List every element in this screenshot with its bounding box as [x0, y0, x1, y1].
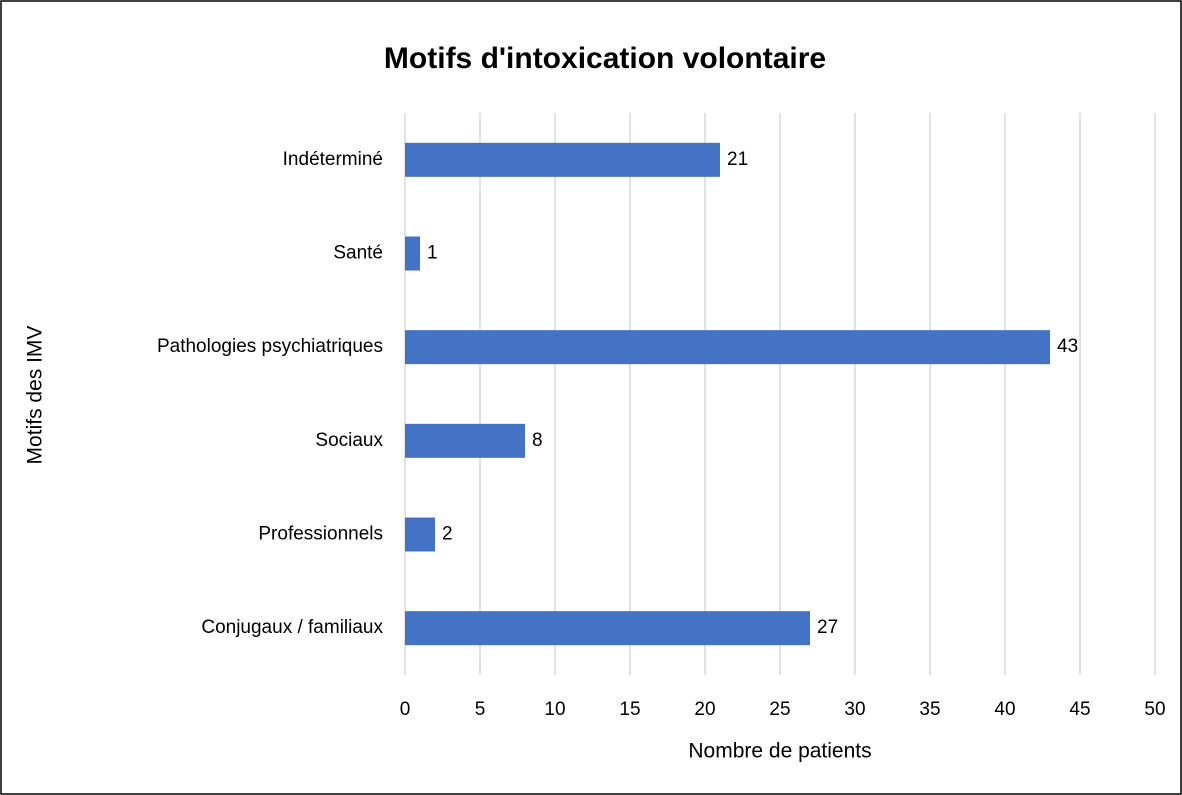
- x-axis-title: Nombre de patients: [688, 740, 871, 763]
- x-tick-label: 10: [544, 699, 565, 720]
- x-tick-label: 50: [1144, 699, 1165, 720]
- data-label: 21: [727, 149, 748, 170]
- x-tick-label: 45: [1069, 699, 1090, 720]
- data-label: 27: [817, 617, 838, 638]
- y-tick-label: Conjugaux / familiaux: [201, 617, 383, 638]
- bar: [405, 611, 810, 646]
- data-label: 8: [532, 430, 543, 451]
- bar: [405, 142, 720, 177]
- chart-title: Motifs d'intoxication volontaire: [384, 42, 826, 75]
- y-tick-label: Indéterminé: [283, 149, 383, 170]
- bar: [405, 236, 420, 271]
- y-tick-label: Professionnels: [258, 524, 383, 545]
- x-tick-label: 20: [694, 699, 715, 720]
- data-label: 1: [427, 243, 438, 264]
- x-tick-label: 30: [844, 699, 865, 720]
- y-tick-label: Sociaux: [315, 430, 383, 451]
- data-label: 2: [442, 524, 453, 545]
- data-label: 43: [1057, 336, 1078, 357]
- x-tick-label: 15: [619, 699, 640, 720]
- x-tick-label: 35: [919, 699, 940, 720]
- x-tick-label: 5: [475, 699, 486, 720]
- bar: [405, 423, 525, 458]
- x-tick-label: 40: [994, 699, 1015, 720]
- x-tick-label: 25: [769, 699, 790, 720]
- y-tick-label: Pathologies psychiatriques: [157, 336, 383, 357]
- x-tick-label: 0: [400, 699, 411, 720]
- y-axis-title: Motifs des IMV: [24, 326, 47, 465]
- bar: [405, 330, 1050, 365]
- y-tick-label: Santé: [333, 243, 383, 264]
- bar: [405, 517, 435, 552]
